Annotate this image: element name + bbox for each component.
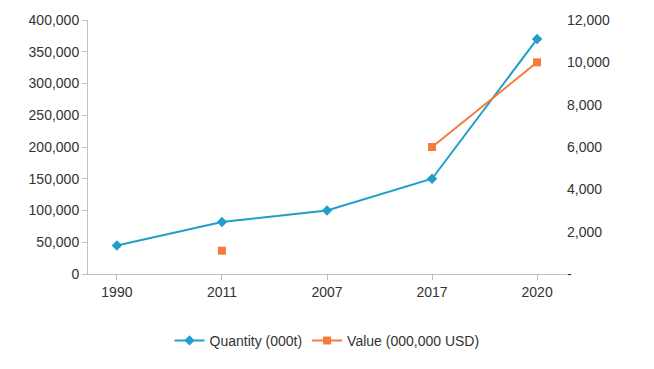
svg-text:100,000: 100,000 [29, 202, 80, 218]
svg-text:200,000: 200,000 [29, 139, 80, 155]
svg-text:8,000: 8,000 [567, 97, 602, 113]
svg-text:2017: 2017 [416, 284, 447, 300]
svg-text:400,000: 400,000 [29, 12, 80, 28]
svg-text:1990: 1990 [101, 284, 132, 300]
svg-text:2011: 2011 [207, 284, 237, 300]
svg-text:250,000: 250,000 [29, 107, 80, 123]
svg-text:300,000: 300,000 [29, 75, 80, 91]
svg-text:Quantity (000t): Quantity (000t) [210, 333, 303, 349]
svg-text:4,000: 4,000 [567, 181, 602, 197]
svg-text:350,000: 350,000 [29, 44, 80, 60]
svg-text:2020: 2020 [522, 284, 553, 300]
svg-text:6,000: 6,000 [567, 139, 602, 155]
svg-text:0: 0 [71, 266, 79, 282]
svg-text:2,000: 2,000 [567, 224, 602, 240]
svg-text:2007: 2007 [311, 284, 342, 300]
svg-text:10,000: 10,000 [567, 54, 610, 70]
svg-text:12,000: 12,000 [567, 12, 610, 28]
svg-text:-: - [567, 266, 572, 282]
svg-text:150,000: 150,000 [29, 171, 80, 187]
svg-text:50,000: 50,000 [36, 234, 79, 250]
svg-text:Value (000,000 USD): Value (000,000 USD) [347, 333, 479, 349]
